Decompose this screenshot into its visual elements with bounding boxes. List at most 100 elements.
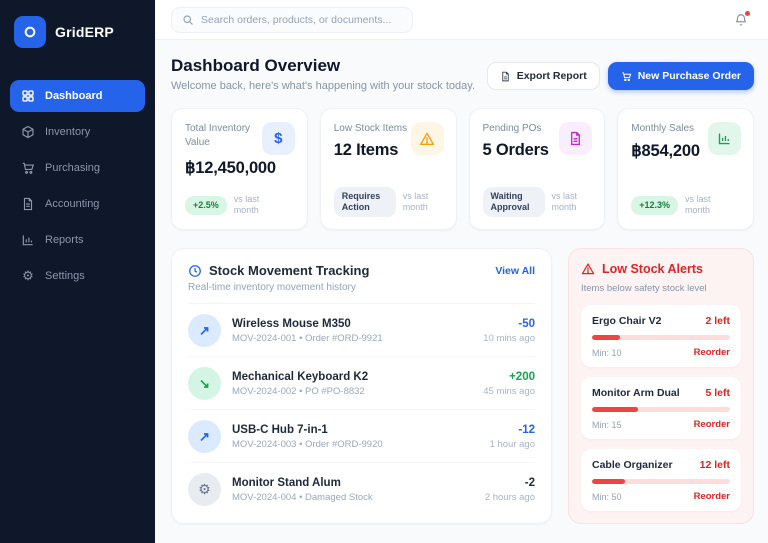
sidebar-item-label: Purchasing	[45, 162, 101, 174]
movement-row[interactable]: ⚙ Monitor Stand Alum MOV-2024-004 • Dama…	[188, 463, 535, 515]
sidebar-item-reports[interactable]: Reports	[10, 224, 145, 256]
sidebar-item-accounting[interactable]: Accounting	[10, 188, 145, 220]
sidebar-nav: Dashboard Inventory Purchasing Accountin…	[10, 80, 145, 292]
view-all-link[interactable]: View All	[495, 265, 535, 277]
sidebar-item-label: Settings	[45, 270, 85, 282]
main-area: Dashboard Overview Welcome back, here's …	[155, 0, 768, 543]
dashboard-icon	[20, 88, 36, 104]
stat-badge: Requires Action	[333, 187, 396, 217]
movement-qty: +200	[509, 370, 535, 383]
movement-meta: MOV-2024-004 • Damaged Stock	[232, 491, 373, 503]
stat-value: 12 Items	[333, 140, 399, 159]
stat-title: Total Inventory Value	[185, 123, 251, 148]
arrow-up-right-icon: ↗	[188, 314, 221, 347]
alert-qty-left: 2 left	[705, 315, 730, 327]
stock-movement-title: Stock Movement Tracking	[209, 263, 370, 278]
lower-section: Stock Movement Tracking Real-time invent…	[171, 248, 754, 524]
movement-row[interactable]: ↘ Mechanical Keyboard K2 MOV-2024-002 • …	[188, 357, 535, 410]
clock-icon	[188, 264, 202, 278]
arrow-down-right-icon: ↘	[188, 367, 221, 400]
stat-title: Pending POs	[482, 123, 542, 134]
search-input[interactable]	[201, 13, 402, 26]
movement-name: USB-C Hub 7-in-1	[232, 423, 328, 436]
sidebar: GridERP Dashboard Inventory Purchasing	[0, 0, 155, 543]
sidebar-item-purchasing[interactable]: Purchasing	[10, 152, 145, 184]
reorder-link[interactable]: Reorder	[693, 491, 730, 502]
movement-time: 1 hour ago	[489, 438, 535, 450]
movement-row[interactable]: ↗ Wireless Mouse M350 MOV-2024-001 • Ord…	[188, 304, 535, 357]
movement-qty: -50	[518, 317, 535, 330]
low-stock-alerts-panel: Low Stock Alerts Items below safety stoc…	[568, 248, 754, 524]
stat-card-monthly-sales: Monthly Sales ฿854,200 +12.3% vs last mo…	[617, 108, 754, 230]
stat-value: 5 Orders	[482, 140, 549, 159]
sidebar-item-inventory[interactable]: Inventory	[10, 116, 145, 148]
cart-icon	[20, 160, 36, 176]
stock-movement-subtitle: Real-time inventory movement history	[188, 282, 356, 293]
stat-badge: Waiting Approval	[482, 187, 545, 217]
sidebar-item-dashboard[interactable]: Dashboard	[10, 80, 145, 112]
notifications-button[interactable]	[730, 9, 752, 31]
alert-min-level: Min: 15	[592, 419, 622, 430]
stat-badge: +2.5%	[185, 195, 227, 215]
alert-qty-left: 12 left	[699, 459, 730, 471]
stat-card-pending-pos: Pending POs 5 Orders Waiting Approval vs…	[468, 108, 606, 230]
stock-progress-fill	[592, 479, 626, 484]
header-actions: Export Report New Purchase Order	[486, 56, 754, 90]
document-icon	[20, 196, 36, 212]
bar-chart-icon	[708, 122, 741, 155]
stat-note: vs last month	[233, 193, 260, 216]
alerts-subtitle: Items below safety stock level	[581, 283, 707, 294]
movement-name: Monitor Stand Alum	[232, 476, 341, 489]
alert-triangle-icon	[581, 262, 595, 276]
stock-progress-fill	[592, 335, 620, 340]
arrow-up-right-icon: ↗	[188, 420, 221, 453]
stat-note: vs last month	[685, 193, 711, 216]
alert-item-name: Cable Organizer	[592, 459, 673, 471]
movement-meta: MOV-2024-001 • Order #ORD-9921	[232, 332, 383, 344]
page-content: Dashboard Overview Welcome back, here's …	[155, 40, 768, 543]
dollar-icon: $	[261, 122, 295, 155]
stock-progress-bar	[592, 479, 730, 484]
gear-icon: ⚙	[22, 268, 34, 283]
export-report-button[interactable]: Export Report	[486, 62, 600, 90]
stat-note: vs last month	[551, 190, 578, 213]
stock-progress-fill	[592, 407, 638, 412]
gear-icon: ⚙	[188, 473, 221, 506]
stat-note: vs last month	[402, 190, 429, 213]
alert-card: Ergo Chair V2 2 left Min: 10 Reorder	[581, 305, 741, 367]
page-header: Dashboard Overview Welcome back, here's …	[171, 56, 754, 92]
alert-qty-left: 5 left	[705, 387, 730, 399]
logo-icon	[14, 16, 46, 48]
warning-icon	[410, 122, 444, 155]
movement-meta: MOV-2024-003 • Order #ORD-9920	[232, 438, 383, 450]
stock-movement-card: Stock Movement Tracking Real-time invent…	[171, 248, 552, 524]
stock-progress-bar	[592, 335, 730, 340]
movement-time: 2 hours ago	[484, 491, 535, 503]
alert-min-level: Min: 50	[592, 491, 622, 502]
topbar	[155, 0, 768, 40]
bar-chart-icon	[20, 232, 36, 248]
reorder-link[interactable]: Reorder	[693, 419, 730, 430]
new-purchase-order-button[interactable]: New Purchase Order	[607, 62, 754, 90]
movement-meta: MOV-2024-002 • PO #PO-8832	[232, 385, 365, 397]
stat-value: ฿12,450,000	[185, 159, 276, 177]
reorder-link[interactable]: Reorder	[693, 347, 730, 358]
sidebar-item-label: Accounting	[45, 198, 100, 210]
sidebar-item-settings[interactable]: ⚙ Settings	[10, 260, 145, 292]
movement-name: Wireless Mouse M350	[232, 317, 351, 330]
inventory-icon	[20, 124, 36, 140]
stat-cards-row: Total Inventory Value $ ฿12,450,000 +2.5…	[171, 108, 754, 230]
alert-item-name: Ergo Chair V2	[592, 315, 662, 327]
page-title: Dashboard Overview	[171, 56, 341, 75]
sidebar-item-label: Dashboard	[45, 90, 103, 102]
stat-title: Low Stock Items	[333, 123, 408, 134]
search-box[interactable]	[171, 6, 413, 33]
movement-row[interactable]: ↗ USB-C Hub 7-in-1 MOV-2024-003 • Order …	[188, 410, 535, 463]
export-report-label: Export Report	[516, 70, 587, 82]
stat-card-low-stock: Low Stock Items 12 Items Requires Action…	[319, 108, 457, 230]
movement-name: Mechanical Keyboard K2	[232, 370, 369, 383]
new-purchase-order-label: New Purchase Order	[637, 70, 741, 82]
stat-value: ฿854,200	[631, 141, 700, 160]
app-name: GridERP	[55, 24, 114, 40]
alert-card: Monitor Arm Dual 5 left Min: 15 Reorder	[581, 377, 741, 439]
